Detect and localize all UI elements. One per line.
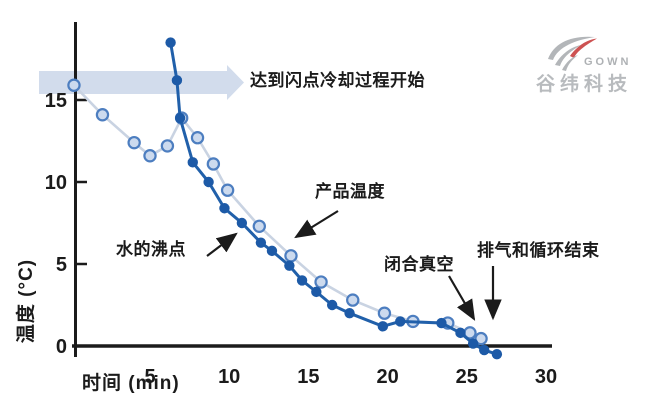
x-tick-label: 20 (376, 366, 398, 388)
data-point-water-boiling-point (455, 327, 466, 339)
data-point-water-boiling-point (284, 260, 295, 271)
data-point-product-temperature (284, 249, 298, 263)
x-tick-label: 10 (218, 366, 240, 388)
data-point-product-temperature (160, 139, 175, 153)
x-tick-label: 5 (144, 366, 155, 388)
logo-text-cn: 谷纬科技 (536, 74, 633, 95)
data-point-product-temperature (346, 293, 360, 307)
data-point-product-temperature (190, 131, 205, 145)
data-point-product-temperature (127, 135, 141, 150)
data-point-product-temperature (377, 306, 392, 320)
data-point-product-temperature (206, 157, 221, 171)
series-line-product-temperature (73, 84, 482, 340)
y-axis-title: 温度 (°C) (16, 258, 37, 344)
data-point-product-temperature (143, 149, 157, 163)
logo-text-en: GOWN (584, 56, 632, 68)
data-point-product-temperature (314, 275, 328, 289)
data-point-water-boiling-point (296, 275, 308, 286)
data-point-water-boiling-point (171, 75, 183, 86)
data-point-water-boiling-point (187, 157, 198, 168)
data-point-water-boiling-point (395, 316, 406, 327)
close-vacuum-arrow (448, 275, 476, 321)
data-point-water-boiling-point (311, 286, 322, 298)
y-tick-label: 15 (45, 90, 67, 112)
data-point-water-boiling-point (266, 245, 278, 257)
data-point-water-boiling-point (479, 344, 490, 356)
data-point-water-boiling-point (203, 176, 214, 188)
data-point-water-boiling-point (344, 308, 355, 319)
product-temp-label: 产品温度 (315, 182, 385, 201)
close-vacuum-label: 闭合真空 (384, 255, 454, 274)
data-point-water-boiling-point (174, 112, 186, 124)
data-point-product-temperature (474, 331, 488, 346)
tick-layer: 5 10 15 20 25 30 0 5 10 15 (45, 90, 557, 388)
data-point-product-temperature (95, 108, 110, 122)
data-point-water-boiling-point (436, 317, 447, 329)
data-point-product-temperature (252, 219, 266, 233)
data-point-water-boiling-point (236, 217, 248, 229)
company-logo: GOWN 谷纬科技 (528, 28, 656, 95)
data-point-product-temperature (220, 183, 235, 197)
data-point-product-temperature (67, 78, 81, 92)
series-layer (67, 37, 503, 360)
data-point-water-boiling-point (491, 349, 503, 360)
data-point-water-boiling-point (377, 321, 389, 332)
data-point-water-boiling-point (165, 37, 176, 48)
y-tick-label: 10 (45, 172, 67, 194)
series-water-boiling-point (165, 37, 503, 360)
logo-swoosh-icon (548, 36, 597, 71)
data-point-water-boiling-point (219, 203, 230, 214)
flash-point-band-arrow (39, 65, 244, 100)
x-tick-label: 15 (297, 366, 319, 388)
x-axis-title: 时间 (min) (82, 373, 180, 394)
x-tick-label: 30 (535, 366, 557, 388)
data-point-water-boiling-point (326, 299, 338, 311)
flash-point-label: 达到闪点冷却过程开始 (250, 71, 425, 90)
boiling-point-arrow (206, 232, 238, 257)
data-point-water-boiling-point (467, 338, 479, 349)
vent-end-label: 排气和循环结束 (477, 241, 600, 260)
y-tick-label: 5 (56, 254, 67, 276)
y-tick-label: 0 (56, 336, 67, 358)
x-tick-label: 25 (456, 366, 478, 388)
series-product-temperature (67, 78, 488, 346)
boiling-point-label: 水的沸点 (116, 240, 186, 259)
product-temp-arrow (294, 210, 339, 239)
data-point-water-boiling-point (255, 237, 267, 248)
